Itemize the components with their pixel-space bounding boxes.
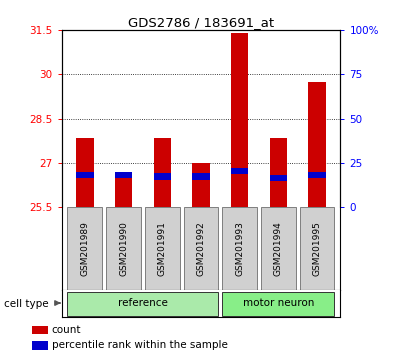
- Bar: [222, 207, 257, 290]
- Bar: [308, 172, 326, 178]
- Text: GSM201994: GSM201994: [274, 221, 283, 276]
- Text: cell type: cell type: [4, 298, 49, 309]
- Bar: [145, 207, 180, 290]
- Bar: [192, 173, 210, 180]
- Bar: [32, 341, 48, 349]
- Bar: [154, 173, 171, 180]
- Text: reference: reference: [118, 298, 168, 308]
- Bar: [76, 172, 94, 178]
- Bar: [76, 138, 94, 207]
- Title: GDS2786 / 183691_at: GDS2786 / 183691_at: [128, 16, 274, 29]
- Bar: [68, 292, 219, 315]
- Bar: [32, 326, 48, 334]
- Text: GSM201990: GSM201990: [119, 221, 128, 276]
- Bar: [222, 292, 334, 315]
- Text: GSM201993: GSM201993: [235, 221, 244, 276]
- Bar: [300, 207, 334, 290]
- Bar: [68, 207, 102, 290]
- Text: percentile rank within the sample: percentile rank within the sample: [52, 341, 228, 350]
- Bar: [154, 138, 171, 207]
- Bar: [115, 172, 132, 178]
- Bar: [270, 175, 287, 181]
- Text: GSM201995: GSM201995: [312, 221, 322, 276]
- Bar: [231, 167, 248, 174]
- Bar: [261, 207, 296, 290]
- Text: GSM201989: GSM201989: [80, 221, 90, 276]
- Bar: [270, 138, 287, 207]
- Text: GSM201991: GSM201991: [158, 221, 167, 276]
- Text: GSM201992: GSM201992: [197, 221, 205, 276]
- Bar: [231, 33, 248, 207]
- Bar: [115, 173, 132, 207]
- Bar: [183, 207, 219, 290]
- Bar: [192, 163, 210, 207]
- Bar: [308, 82, 326, 207]
- Bar: [106, 207, 141, 290]
- Text: count: count: [52, 325, 81, 335]
- Text: motor neuron: motor neuron: [243, 298, 314, 308]
